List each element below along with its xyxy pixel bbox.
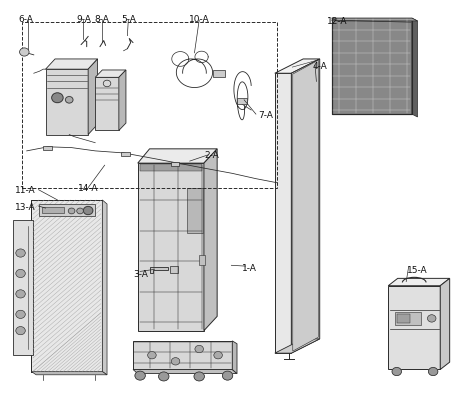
- Polygon shape: [46, 70, 88, 135]
- Circle shape: [16, 249, 25, 258]
- Polygon shape: [292, 60, 319, 353]
- Polygon shape: [12, 221, 33, 355]
- Polygon shape: [275, 339, 319, 353]
- Bar: [42, 208, 64, 213]
- Polygon shape: [46, 60, 98, 70]
- Polygon shape: [331, 19, 418, 22]
- Text: 1-A: 1-A: [242, 263, 256, 272]
- Circle shape: [16, 327, 25, 335]
- Bar: [121, 152, 130, 156]
- Polygon shape: [232, 341, 237, 374]
- Text: 3-A: 3-A: [133, 269, 148, 278]
- Bar: [43, 146, 52, 151]
- Circle shape: [83, 207, 93, 215]
- Polygon shape: [412, 19, 418, 118]
- Polygon shape: [119, 71, 126, 131]
- Text: 7-A: 7-A: [258, 110, 273, 119]
- Circle shape: [16, 310, 25, 319]
- Circle shape: [52, 94, 63, 103]
- Text: 11-A: 11-A: [15, 186, 36, 195]
- Circle shape: [19, 49, 29, 57]
- Polygon shape: [331, 19, 412, 115]
- Polygon shape: [31, 372, 107, 375]
- Bar: [22, 23, 277, 188]
- Text: 12-A: 12-A: [327, 17, 347, 25]
- Polygon shape: [133, 370, 237, 374]
- Bar: [213, 71, 225, 78]
- Polygon shape: [440, 279, 450, 370]
- Circle shape: [428, 315, 436, 322]
- Circle shape: [428, 368, 438, 376]
- Polygon shape: [138, 149, 217, 164]
- Circle shape: [16, 290, 25, 298]
- Bar: [199, 256, 205, 265]
- Circle shape: [158, 372, 169, 381]
- Circle shape: [171, 358, 180, 365]
- Bar: [38, 204, 95, 217]
- Text: 8-A: 8-A: [95, 15, 110, 24]
- Circle shape: [194, 372, 204, 381]
- Polygon shape: [133, 341, 232, 370]
- Text: 13-A: 13-A: [15, 202, 36, 211]
- Polygon shape: [140, 164, 201, 172]
- Polygon shape: [95, 71, 126, 78]
- Circle shape: [16, 270, 25, 278]
- Circle shape: [214, 352, 222, 359]
- Polygon shape: [95, 78, 119, 131]
- Polygon shape: [102, 200, 107, 375]
- Bar: [397, 314, 410, 324]
- Polygon shape: [204, 149, 217, 331]
- Polygon shape: [150, 267, 168, 274]
- Circle shape: [222, 371, 233, 380]
- Polygon shape: [388, 286, 440, 370]
- Circle shape: [392, 368, 401, 376]
- Polygon shape: [31, 200, 102, 372]
- Polygon shape: [138, 164, 204, 331]
- Bar: [171, 162, 179, 166]
- Text: 14-A: 14-A: [78, 184, 99, 193]
- Circle shape: [195, 346, 203, 353]
- Bar: [395, 312, 421, 325]
- Polygon shape: [293, 61, 318, 351]
- Text: 10-A: 10-A: [189, 15, 210, 24]
- Circle shape: [65, 97, 73, 104]
- Polygon shape: [88, 60, 98, 135]
- Bar: [237, 99, 247, 105]
- Text: 4-A: 4-A: [313, 61, 328, 70]
- Text: 6-A: 6-A: [18, 15, 34, 24]
- Circle shape: [135, 371, 146, 380]
- Text: 5-A: 5-A: [121, 15, 136, 24]
- Polygon shape: [170, 266, 178, 273]
- Text: 9-A: 9-A: [76, 15, 91, 24]
- Circle shape: [68, 209, 75, 214]
- Polygon shape: [388, 279, 450, 286]
- Polygon shape: [275, 74, 292, 353]
- Polygon shape: [187, 188, 203, 233]
- Circle shape: [148, 352, 156, 359]
- Polygon shape: [275, 60, 319, 74]
- Circle shape: [77, 209, 83, 214]
- Text: 2-A: 2-A: [204, 151, 219, 160]
- Text: 15-A: 15-A: [407, 265, 428, 274]
